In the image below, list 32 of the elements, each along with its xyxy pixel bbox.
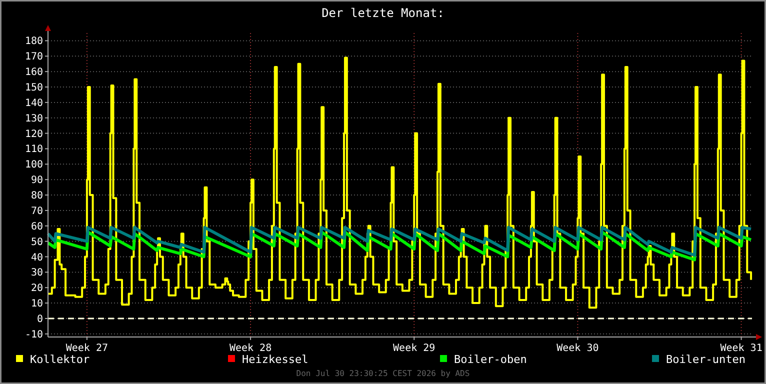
x-tick-label: Week 31	[720, 343, 762, 354]
line-series	[46, 226, 753, 257]
y-tick-label: 110	[24, 144, 43, 156]
x-tick-label: Week 30	[556, 343, 599, 354]
y-tick-label: 130	[24, 113, 43, 124]
text: Don Jul 30 23:30:25 CEST 2026 by ADS	[296, 369, 470, 378]
y-tick-label: 40	[30, 252, 43, 264]
y-tick-label: 80	[30, 190, 43, 202]
y-tick-label: 70	[30, 206, 43, 217]
y-tick-label: 60	[30, 221, 43, 232]
y-tick-label: 180	[24, 36, 43, 48]
legend-label: Boiler-oben	[454, 352, 527, 366]
y-tick-label: 0	[36, 314, 43, 325]
x-tick-label: Week 28	[229, 343, 272, 354]
x-tick-label: Week 27	[66, 343, 108, 354]
y-tick-label: 170	[24, 52, 43, 63]
y-tick-label: 30	[30, 268, 43, 279]
y-tick-label: 10	[30, 298, 43, 310]
y-tick-label: 150	[24, 82, 43, 94]
chart-title: Der letzte Monat:	[322, 6, 444, 20]
y-tick-label: -10	[24, 329, 43, 340]
y-tick-label: 140	[24, 98, 43, 109]
y-tick-label: 120	[24, 128, 43, 140]
legend-label: Boiler-unten	[666, 352, 746, 366]
legend-label: Heizkessel	[242, 352, 308, 366]
y-tick-label: 160	[24, 67, 43, 78]
y-tick-label: 20	[30, 283, 43, 294]
legend-label: Kollektor	[30, 352, 90, 366]
y-tick-label: 90	[30, 175, 43, 186]
y-tick-label: 100	[24, 160, 43, 171]
x-tick-label: Week 29	[393, 343, 436, 354]
y-tick-label: 50	[30, 236, 43, 248]
